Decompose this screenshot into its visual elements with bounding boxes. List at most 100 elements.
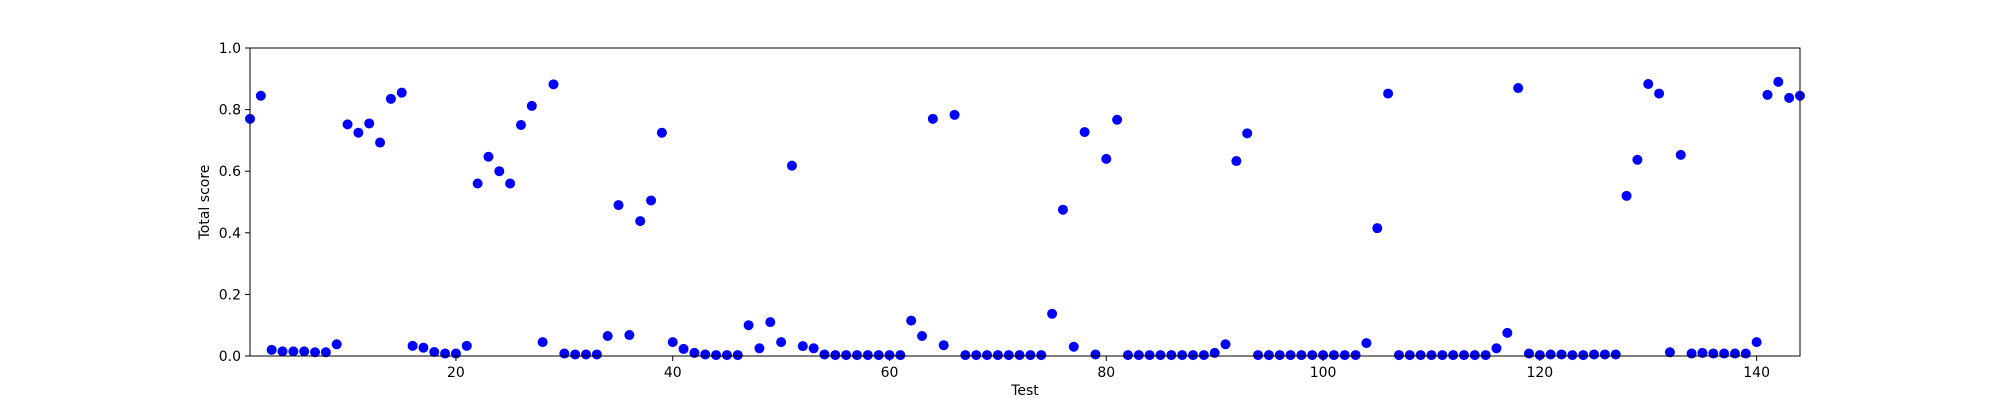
data-point: [971, 350, 982, 361]
data-point: [396, 87, 407, 98]
data-point: [1242, 128, 1253, 139]
data-points: [245, 76, 1805, 361]
data-point: [299, 346, 310, 357]
data-point: [1545, 349, 1556, 360]
data-point: [1166, 350, 1177, 361]
data-point: [1589, 349, 1600, 360]
data-point: [1209, 347, 1220, 358]
data-point: [1437, 350, 1448, 361]
data-point: [526, 100, 537, 111]
y-tick-label: 0.6: [219, 164, 241, 180]
y-tick-label: 0.4: [219, 226, 241, 242]
data-point: [1090, 349, 1101, 360]
data-point: [1784, 92, 1795, 103]
data-point: [407, 340, 418, 351]
data-point: [1122, 350, 1133, 361]
data-point: [1112, 114, 1123, 125]
x-tick-label: 80: [1097, 365, 1115, 381]
data-point: [1686, 348, 1697, 359]
data-point: [732, 350, 743, 361]
data-point: [895, 350, 906, 361]
data-point: [1144, 350, 1155, 361]
y-tick-label: 1.0: [219, 41, 241, 57]
data-point: [1697, 347, 1708, 358]
data-point: [1664, 347, 1675, 358]
data-point: [1599, 349, 1610, 360]
data-point: [581, 349, 592, 360]
data-point: [776, 337, 787, 348]
x-tick-label: 120: [1526, 365, 1553, 381]
data-point: [656, 127, 667, 138]
data-point: [982, 350, 993, 361]
data-point: [873, 350, 884, 361]
data-point: [1307, 350, 1318, 361]
data-point: [310, 347, 321, 358]
data-point: [440, 348, 451, 359]
data-point: [429, 346, 440, 357]
y-axis-ticks: 0.0 0.2 0.4 0.6 0.8 1.0: [219, 41, 250, 365]
data-point: [1675, 149, 1686, 160]
data-point: [1188, 350, 1199, 361]
data-point: [1047, 308, 1058, 319]
data-point: [743, 320, 754, 331]
y-tick-label: 0.0: [219, 349, 241, 365]
data-point: [1025, 350, 1036, 361]
data-point: [418, 342, 429, 353]
data-point: [1513, 83, 1524, 94]
data-point: [1404, 350, 1415, 361]
data-point: [1448, 350, 1459, 361]
data-point: [255, 90, 266, 101]
data-point: [786, 160, 797, 171]
data-point: [635, 216, 646, 227]
data-point: [884, 350, 895, 361]
data-point: [483, 151, 494, 162]
data-point: [689, 347, 700, 358]
data-point: [1567, 350, 1578, 361]
x-tick-label: 40: [664, 365, 682, 381]
y-axis-label: Total score: [197, 165, 213, 241]
data-point: [1057, 204, 1068, 215]
data-point: [1491, 343, 1502, 354]
data-point: [613, 200, 624, 211]
data-point: [1610, 349, 1621, 360]
x-tick-label: 60: [881, 365, 899, 381]
data-point: [1003, 350, 1014, 361]
data-point: [1524, 348, 1535, 359]
data-point: [1502, 327, 1513, 338]
data-point: [1101, 153, 1112, 164]
data-point: [1231, 156, 1242, 167]
data-point: [906, 315, 917, 326]
data-point: [353, 127, 364, 138]
data-point: [992, 350, 1003, 361]
data-point: [1079, 127, 1090, 138]
data-point: [602, 330, 613, 341]
y-tick-label: 0.8: [219, 103, 241, 119]
data-point: [1383, 88, 1394, 99]
data-point: [1361, 338, 1372, 349]
x-tick-label: 100: [1310, 365, 1337, 381]
data-point: [721, 350, 732, 361]
data-point: [1393, 350, 1404, 361]
data-point: [960, 350, 971, 361]
data-point: [1762, 89, 1773, 100]
data-point: [1328, 350, 1339, 361]
data-point: [1643, 79, 1654, 90]
data-point: [1654, 88, 1665, 99]
data-point: [1534, 350, 1545, 361]
data-point: [667, 337, 678, 348]
data-point: [591, 349, 602, 360]
data-point: [1426, 350, 1437, 361]
data-point: [1621, 190, 1632, 201]
data-point: [537, 337, 548, 348]
data-point: [1458, 350, 1469, 361]
data-point: [1773, 76, 1784, 87]
data-point: [819, 349, 830, 360]
x-tick-label: 140: [1743, 365, 1770, 381]
data-point: [1318, 350, 1329, 361]
data-point: [624, 330, 635, 341]
data-point: [1285, 350, 1296, 361]
data-point: [927, 113, 938, 124]
data-point: [917, 330, 928, 341]
data-point: [678, 343, 689, 354]
